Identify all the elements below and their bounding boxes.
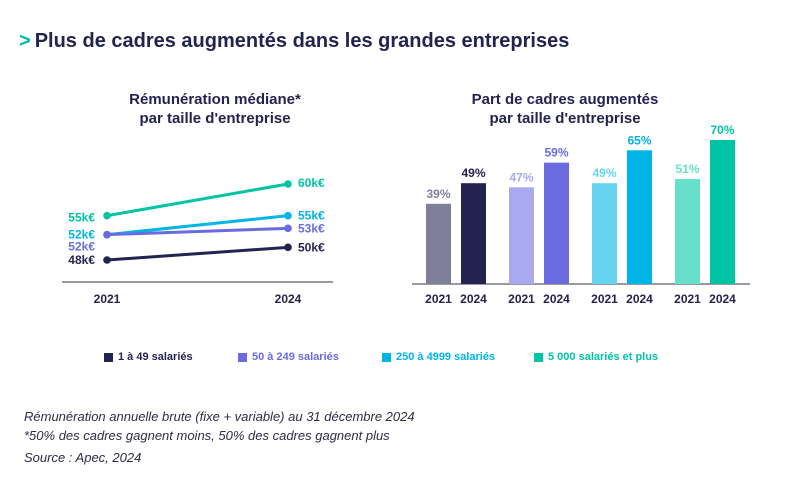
bar-x-tick: 2021 xyxy=(591,292,618,306)
note-remuneration: Rémunération annuelle brute (fixe + vari… xyxy=(24,409,415,424)
line-series xyxy=(106,226,289,237)
bar xyxy=(509,187,534,284)
line-chart-title: Rémunération médiane* par taille d'entre… xyxy=(95,90,335,128)
title-text: Plus de cadres augmentés dans les grande… xyxy=(34,30,570,52)
line-data-label: 53k€ xyxy=(298,221,325,235)
bar-data-label: 49% xyxy=(592,166,616,180)
bar-data-label: 70% xyxy=(710,123,734,137)
title-arrow: > xyxy=(19,30,31,52)
line-point xyxy=(103,256,111,264)
line-series xyxy=(106,214,289,237)
legend-label: 5 000 salariés et plus xyxy=(548,351,659,363)
legend-label: 250 à 4999 salariés xyxy=(396,351,496,363)
legend-swatch xyxy=(238,352,247,362)
legend-item: 250 à 4999 salariés xyxy=(382,351,495,363)
note-median: *50% des cadres gagnent moins, 50% des c… xyxy=(24,428,390,443)
bar-x-tick: 2021 xyxy=(425,292,452,306)
line-data-label: 55k€ xyxy=(68,211,95,225)
note-source: Source : Apec, 2024 xyxy=(24,450,142,465)
line-point xyxy=(284,180,292,188)
bar-data-label: 59% xyxy=(544,146,568,160)
line-data-label: 52k€ xyxy=(68,240,95,254)
bar xyxy=(627,150,652,284)
line-chart-title-line1: Rémunération médiane* xyxy=(129,91,301,108)
legend-item: 50 à 249 salariés xyxy=(238,351,339,363)
line-point xyxy=(284,243,292,252)
bar xyxy=(426,203,451,284)
footnotes: Rémunération annuelle brute (fixe + vari… xyxy=(24,407,415,467)
bar-x-tick: 2024 xyxy=(460,292,487,306)
legend-item: 1 à 49 salariés xyxy=(104,351,193,363)
legend: 1 à 49 salariés 50 à 249 salariés 250 à 49… xyxy=(0,351,800,371)
bar-data-label: 51% xyxy=(675,162,699,176)
line-data-label: 48k€ xyxy=(68,253,95,267)
bar-chart-title: Part de cadres augmentés par taille d'en… xyxy=(425,90,705,128)
line-point xyxy=(284,211,292,220)
line-chart-x-tick: 2024 xyxy=(275,292,302,306)
bar xyxy=(592,183,617,284)
line-data-label: 60k€ xyxy=(298,176,325,190)
bar-x-tick: 2021 xyxy=(508,292,535,306)
bar-chart-title-line1: Part de cadres augmentés xyxy=(471,91,659,108)
bar-x-tick: 2021 xyxy=(674,292,701,306)
legend-label: 50 à 249 salariés xyxy=(252,351,339,363)
page-title: > Plus de cadres augmentés dans les grand… xyxy=(19,30,569,53)
bar-data-label: 39% xyxy=(426,187,450,201)
line-point xyxy=(284,224,292,233)
line-series xyxy=(106,182,289,218)
bar xyxy=(461,183,486,284)
legend-swatch xyxy=(104,352,113,362)
bar-x-tick: 2024 xyxy=(543,292,570,306)
bar xyxy=(710,140,735,284)
bar-x-tick: 2024 xyxy=(626,292,653,306)
line-data-label: 52k€ xyxy=(68,228,95,242)
bar-data-label: 47% xyxy=(509,170,533,184)
line-chart-title-line2: par taille d'entreprise xyxy=(139,110,291,127)
bar xyxy=(544,162,569,284)
legend-swatch xyxy=(534,352,543,362)
line-point xyxy=(103,211,111,220)
line-data-label: 50k€ xyxy=(298,240,325,254)
line-data-label: 55k€ xyxy=(298,209,325,223)
legend-item: 5 000 salariés et plus xyxy=(534,351,658,363)
legend-swatch xyxy=(382,352,391,362)
legend-label: 1 à 49 salariés xyxy=(118,351,193,363)
bar-data-label: 65% xyxy=(627,133,651,147)
line-series xyxy=(106,245,289,262)
bar xyxy=(675,179,700,284)
line-chart-x-tick: 2021 xyxy=(94,292,121,306)
line-point xyxy=(103,230,111,239)
bar-data-label: 49% xyxy=(461,166,485,180)
bar-chart-title-line2: par taille d'entreprise xyxy=(489,110,641,127)
bar-x-tick: 2024 xyxy=(709,292,736,306)
